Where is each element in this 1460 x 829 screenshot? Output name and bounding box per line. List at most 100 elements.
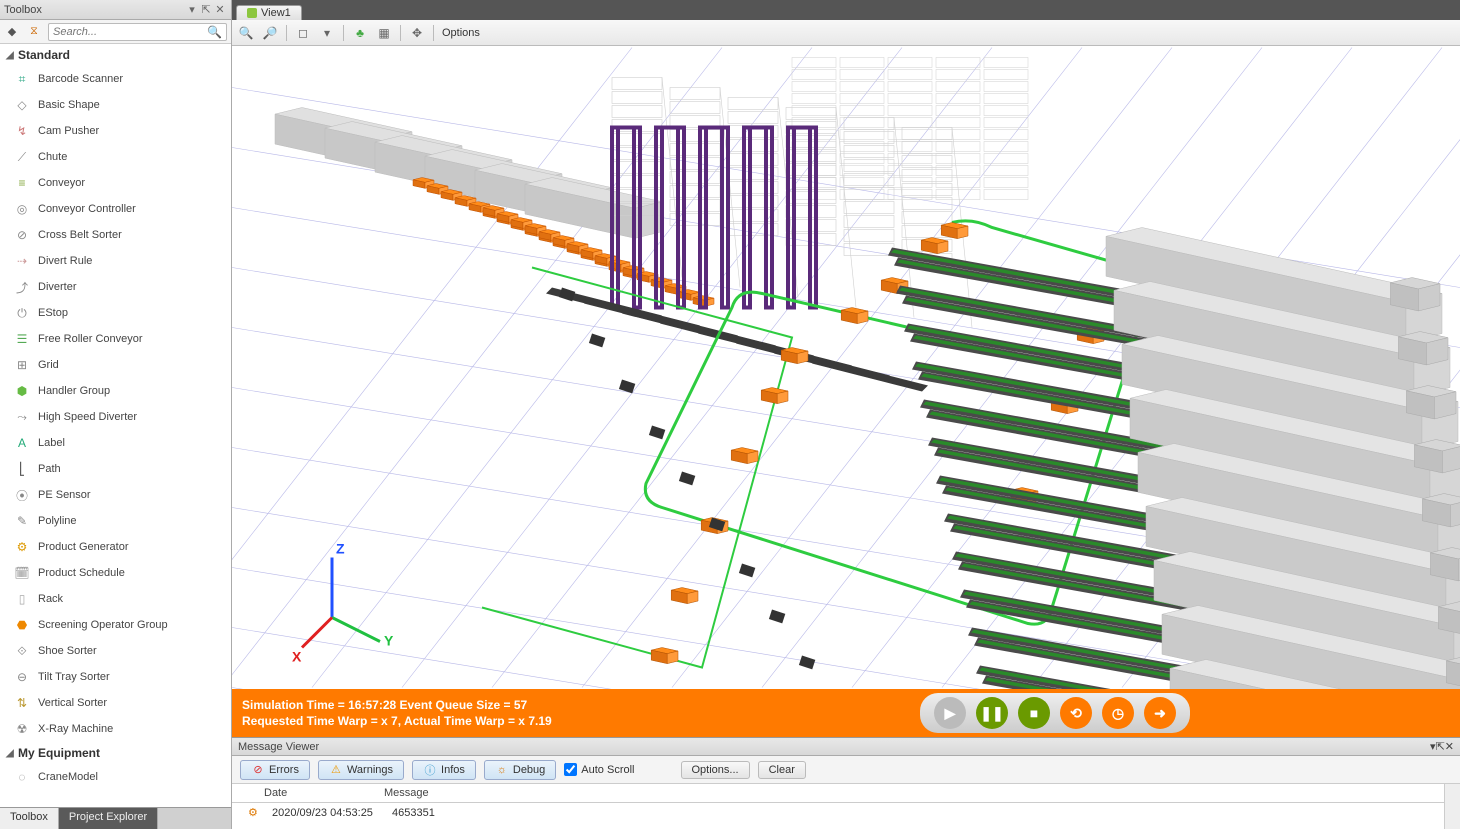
doc-tab-view1[interactable]: View1 xyxy=(236,5,302,20)
viewport-3d[interactable]: ZYX xyxy=(232,46,1460,689)
tree-item[interactable]: ⊖Tilt Tray Sorter xyxy=(0,664,231,690)
debug-button[interactable]: ☼Debug xyxy=(484,760,556,780)
pan-icon[interactable]: ✥ xyxy=(409,25,425,41)
tree-item[interactable]: ⇅Vertical Sorter xyxy=(0,690,231,716)
tree-item[interactable]: ◌CraneModel xyxy=(0,764,231,790)
item-label: CraneModel xyxy=(38,771,98,783)
item-label: Cam Pusher xyxy=(38,125,99,137)
tree-item[interactable]: ▯Rack xyxy=(0,586,231,612)
view-toolbar: 🔍 🔎 ◻ ▾ ♣ ▦ ✥ Options xyxy=(232,20,1460,46)
tree-item[interactable]: ⇢Divert Rule xyxy=(0,248,231,274)
tree-item[interactable]: 🗓Product Schedule xyxy=(0,560,231,586)
item-icon: ⎣ xyxy=(14,461,30,477)
tree-item[interactable]: ◎Conveyor Controller xyxy=(0,196,231,222)
item-label: Conveyor Controller xyxy=(38,203,136,215)
message-viewer-title: Message Viewer xyxy=(238,741,319,753)
tree-item[interactable]: ⟐Shoe Sorter xyxy=(0,638,231,664)
col-date[interactable]: Date xyxy=(256,784,376,802)
msg-pin-icon[interactable]: ⇱ xyxy=(1436,740,1445,753)
item-icon: ⦿ xyxy=(14,487,30,503)
zoom-in-icon[interactable]: 🔍 xyxy=(238,25,254,41)
sort-up-icon[interactable]: ◆ xyxy=(4,24,20,40)
item-label: Handler Group xyxy=(38,385,110,397)
msg-scrollbar[interactable] xyxy=(1444,784,1460,829)
tree-item[interactable]: ⦿PE Sensor xyxy=(0,482,231,508)
item-label: Free Roller Conveyor xyxy=(38,333,143,345)
search-input[interactable] xyxy=(53,26,207,38)
message-row[interactable]: ⚙2020/09/23 04:53:254653351 xyxy=(232,803,1444,822)
tree-item[interactable]: ⟋Chute xyxy=(0,144,231,170)
tree-item[interactable]: ⤴Diverter xyxy=(0,274,231,300)
zoom-out-icon[interactable]: 🔎 xyxy=(262,25,278,41)
tree-item[interactable]: ☢ X-Ray Machine xyxy=(0,716,231,742)
tree-item[interactable]: ⏻EStop xyxy=(0,300,231,326)
tree-section[interactable]: ◢My Equipment xyxy=(0,742,231,764)
play-button[interactable]: ▶ xyxy=(934,697,966,729)
panel-pin-icon[interactable]: ⇱ xyxy=(199,3,213,16)
panel-close-icon[interactable]: ✕ xyxy=(213,3,227,16)
message-table: Date Message ⚙2020/09/23 04:53:254653351 xyxy=(232,784,1444,829)
item-icon: ☢ xyxy=(14,721,30,737)
search-icon[interactable]: 🔍 xyxy=(207,25,222,39)
item-label: Polyline xyxy=(38,515,77,527)
errors-button[interactable]: ⊘Errors xyxy=(240,760,310,780)
warnings-button[interactable]: ⚠Warnings xyxy=(318,760,404,780)
tree-item[interactable]: ≡Conveyor xyxy=(0,170,231,196)
item-icon: ↯ xyxy=(14,123,30,139)
clear-button[interactable]: Clear xyxy=(758,761,806,779)
selection-icon[interactable]: ▦ xyxy=(376,25,392,41)
select-mode-icon[interactable]: ◻ xyxy=(295,25,311,41)
view-options-label[interactable]: Options xyxy=(442,27,480,39)
tab-toolbox[interactable]: Toolbox xyxy=(0,808,59,829)
sort-down-icon[interactable]: ⧖ xyxy=(26,24,42,40)
stop-button[interactable]: ■ xyxy=(1018,697,1050,729)
msg-close-icon[interactable]: ✕ xyxy=(1445,740,1454,753)
infos-button[interactable]: ⓘInfos xyxy=(412,760,476,780)
clock-button[interactable]: ◷ xyxy=(1102,697,1134,729)
rewind-button[interactable]: ⟲ xyxy=(1060,697,1092,729)
item-icon: ⚙ xyxy=(14,539,30,555)
doc-tab-label: View1 xyxy=(261,7,291,19)
tree-item[interactable]: ↯ Cam Pusher xyxy=(0,118,231,144)
toolbox-toolbar: ◆ ⧖ 🔍 xyxy=(0,20,231,44)
item-icon: 🗓 xyxy=(14,565,30,581)
tree-icon[interactable]: ♣ xyxy=(352,25,368,41)
tree-item[interactable]: ⤳High Speed Diverter xyxy=(0,404,231,430)
forward-button[interactable]: ➜ xyxy=(1144,697,1176,729)
tab-project-explorer[interactable]: Project Explorer xyxy=(59,808,158,829)
item-label: X-Ray Machine xyxy=(38,723,113,735)
tree-item[interactable]: ⎣Path xyxy=(0,456,231,482)
tree-item[interactable]: ⌗Barcode Scanner xyxy=(0,66,231,92)
tree-section[interactable]: ◢Standard xyxy=(0,44,231,66)
tree-item[interactable]: ⊘Cross Belt Sorter xyxy=(0,222,231,248)
tree-item[interactable]: ✎Polyline xyxy=(0,508,231,534)
tree-item[interactable]: ⚙ Product Generator xyxy=(0,534,231,560)
document-tabs: View1 xyxy=(232,0,1460,20)
item-label: Cross Belt Sorter xyxy=(38,229,122,241)
item-icon: ⇢ xyxy=(14,253,30,269)
autoscroll-checkbox[interactable]: Auto Scroll xyxy=(564,763,634,776)
tree-item[interactable]: ⬣Screening Operator Group xyxy=(0,612,231,638)
tree-item[interactable]: ALabel xyxy=(0,430,231,456)
select-dropdown-icon[interactable]: ▾ xyxy=(319,25,335,41)
col-message[interactable]: Message xyxy=(376,784,1444,802)
item-icon: ☰ xyxy=(14,331,30,347)
doc-tab-icon xyxy=(247,8,257,18)
item-label: Grid xyxy=(38,359,59,371)
tree-item[interactable]: ◇Basic Shape xyxy=(0,92,231,118)
right-area: View1 🔍 🔎 ◻ ▾ ♣ ▦ ✥ Options ZYX Simulati… xyxy=(232,0,1460,829)
msg-options-button[interactable]: Options... xyxy=(681,761,750,779)
sim-status-line2: Requested Time Warp = x 7, Actual Time W… xyxy=(242,714,552,728)
svg-text:Y: Y xyxy=(384,633,394,649)
item-label: EStop xyxy=(38,307,68,319)
item-icon: ◇ xyxy=(14,97,30,113)
search-input-wrap[interactable]: 🔍 xyxy=(48,23,227,41)
tree-item[interactable]: ⊞Grid xyxy=(0,352,231,378)
tree-item[interactable]: ☰ Free Roller Conveyor xyxy=(0,326,231,352)
panel-dropdown-icon[interactable]: ▾ xyxy=(185,3,199,16)
item-label: Product Generator xyxy=(38,541,129,553)
toolbox-title: Toolbox xyxy=(4,4,42,16)
item-icon: ⤳ xyxy=(14,409,30,425)
pause-button[interactable]: ❚❚ xyxy=(976,697,1008,729)
tree-item[interactable]: ⬢Handler Group xyxy=(0,378,231,404)
